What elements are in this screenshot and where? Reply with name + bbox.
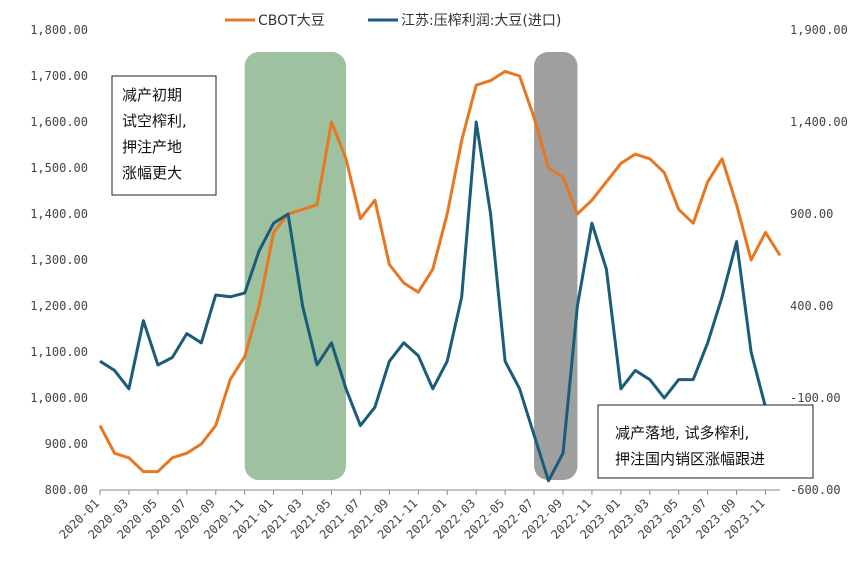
left-y-tick-label: 1,200.00 <box>30 299 88 313</box>
series-line-margin <box>99 120 780 483</box>
annotation-late-line-1: 减产落地, 试多榨利, <box>615 424 749 442</box>
series-line-cbot <box>98 69 782 474</box>
left-y-tick-label: 1,300.00 <box>30 253 88 267</box>
legend: CBOT大豆 江苏:压榨利润:大豆(进口) <box>225 12 561 29</box>
left-y-tick-label: 1,600.00 <box>30 115 88 129</box>
annotation-box-early: 减产初期 试空榨利, 押注产地 涨幅更大 <box>111 75 217 196</box>
left-y-tick-label: 1,400.00 <box>30 207 88 221</box>
right-y-tick-label: 900.00 <box>790 207 833 221</box>
series-layer <box>98 69 782 483</box>
left-y-tick-label: 1,800.00 <box>30 23 88 37</box>
annotation-late-line-2: 押注国内销区涨幅跟进 <box>615 450 765 468</box>
annotation-box-late-frame <box>597 404 814 479</box>
legend-label-margin: 江苏:压榨利润:大豆(进口) <box>401 12 561 29</box>
annotation-early-line-3: 押注产地 <box>122 138 182 156</box>
left-y-tick-label: 1,100.00 <box>30 345 88 359</box>
right-y-axis-ticks: -600.00 -100.00 400.00 900.00 1,400.00 1,900.… <box>790 23 848 497</box>
x-axis-ticks: 2020-012020-032020-052020-072020-092020-… <box>56 490 768 542</box>
legend-label-cbot: CBOT大豆 <box>258 13 325 29</box>
right-y-tick-label: 1,400.00 <box>790 115 848 129</box>
annotation-early-line-1: 减产初期 <box>122 86 182 104</box>
annotation-box-early-frame <box>111 75 217 196</box>
left-y-tick-label: 1,500.00 <box>30 161 88 175</box>
annotation-box-late: 减产落地, 试多榨利, 押注国内销区涨幅跟进 <box>597 404 814 479</box>
left-y-axis-ticks: 800.00 900.00 1,000.00 1,100.00 1,200.00 1,30… <box>30 23 88 497</box>
right-y-tick-label: 400.00 <box>790 299 833 313</box>
highlight-region-2 <box>534 52 578 480</box>
right-y-tick-label: -600.00 <box>790 483 841 497</box>
left-y-tick-label: 1,000.00 <box>30 391 88 405</box>
annotation-early-line-4: 涨幅更大 <box>122 164 182 182</box>
left-y-tick-label: 1,700.00 <box>30 69 88 83</box>
left-y-tick-label: 800.00 <box>45 483 88 497</box>
right-y-tick-label: -100.00 <box>790 391 841 405</box>
annotation-early-line-2: 试空榨利, <box>122 112 187 130</box>
right-y-tick-label: 1,900.00 <box>790 23 848 37</box>
left-y-tick-label: 900.00 <box>45 437 88 451</box>
